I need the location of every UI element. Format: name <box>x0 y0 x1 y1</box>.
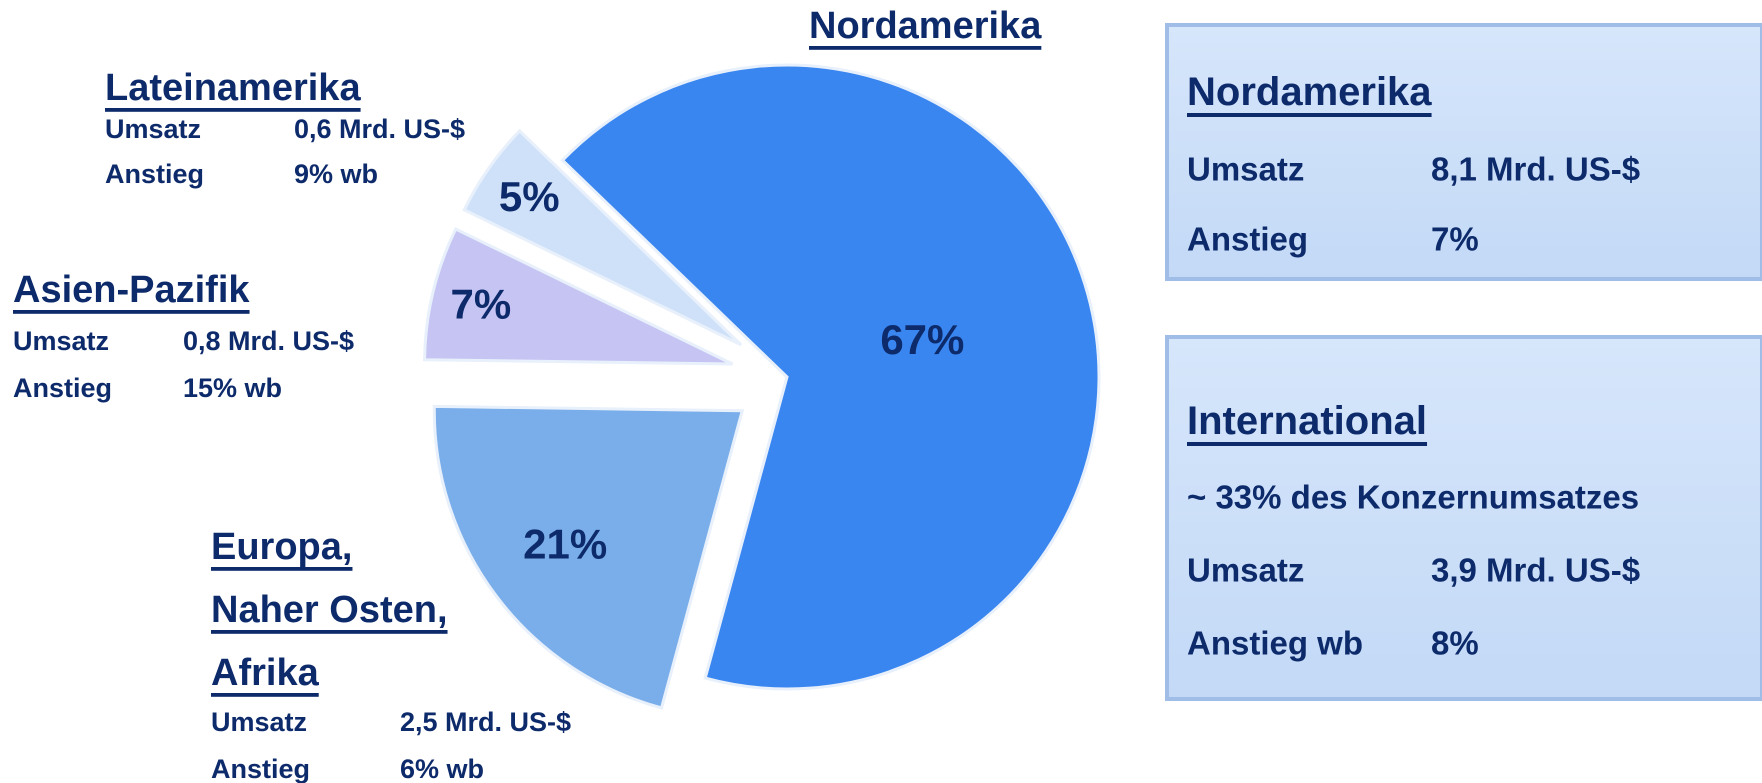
pie-slice <box>432 404 745 710</box>
info-box <box>1165 335 1762 701</box>
slice-value-label: 67% <box>880 316 964 363</box>
annotation-key: Anstieg <box>211 754 310 783</box>
box-value: 7% <box>1431 221 1479 258</box>
category-label: Lateinamerika <box>105 67 361 109</box>
label-line: Naher Osten, <box>211 589 448 631</box>
annotation-value: 6% wb <box>400 754 484 783</box>
category-label: Europa, Naher Osten, Afrika <box>211 526 448 694</box>
annotation-key: Umsatz <box>105 114 201 144</box>
box-subtitle: ~ 33% des Konzernumsatzes <box>1187 479 1639 516</box>
category-label: Asien-Pazifik <box>13 269 250 311</box>
label-line: Afrika <box>211 652 320 694</box>
annotation-value: 0,8 Mrd. US-$ <box>183 326 354 356</box>
pie-slice <box>560 63 1101 691</box>
pie-slice <box>423 226 734 366</box>
annotation-key: Anstieg <box>13 373 112 403</box>
box-value: 3,9 Mrd. US-$ <box>1431 552 1640 589</box>
annotation-key: Umsatz <box>211 707 307 737</box>
slice-value-label: 5% <box>499 173 560 220</box>
box-key: Umsatz <box>1187 552 1304 589</box>
box-value: 8,1 Mrd. US-$ <box>1431 151 1640 188</box>
box-title: International <box>1187 399 1427 443</box>
info-box <box>1165 23 1762 281</box>
annotation-key: Anstieg <box>105 159 204 189</box>
slice-value-label: 21% <box>523 521 607 568</box>
annotation-value: 9% wb <box>294 159 378 189</box>
annotation-value: 2,5 Mrd. US-$ <box>400 707 571 737</box>
annotation-value: 15% wb <box>183 373 282 403</box>
box-title: Nordamerika <box>1187 70 1432 114</box>
box-key: Anstieg wb <box>1187 625 1363 662</box>
box-key: Anstieg <box>1187 221 1308 258</box>
box-key: Umsatz <box>1187 151 1304 188</box>
slice-value-label: 7% <box>450 281 511 328</box>
annotation-key: Umsatz <box>13 326 109 356</box>
pie-slice <box>462 128 743 347</box>
category-label: Nordamerika <box>809 5 1042 47</box>
annotation-value: 0,6 Mrd. US-$ <box>294 114 465 144</box>
box-value: 8% <box>1431 625 1479 662</box>
label-line: Europa, <box>211 526 352 568</box>
